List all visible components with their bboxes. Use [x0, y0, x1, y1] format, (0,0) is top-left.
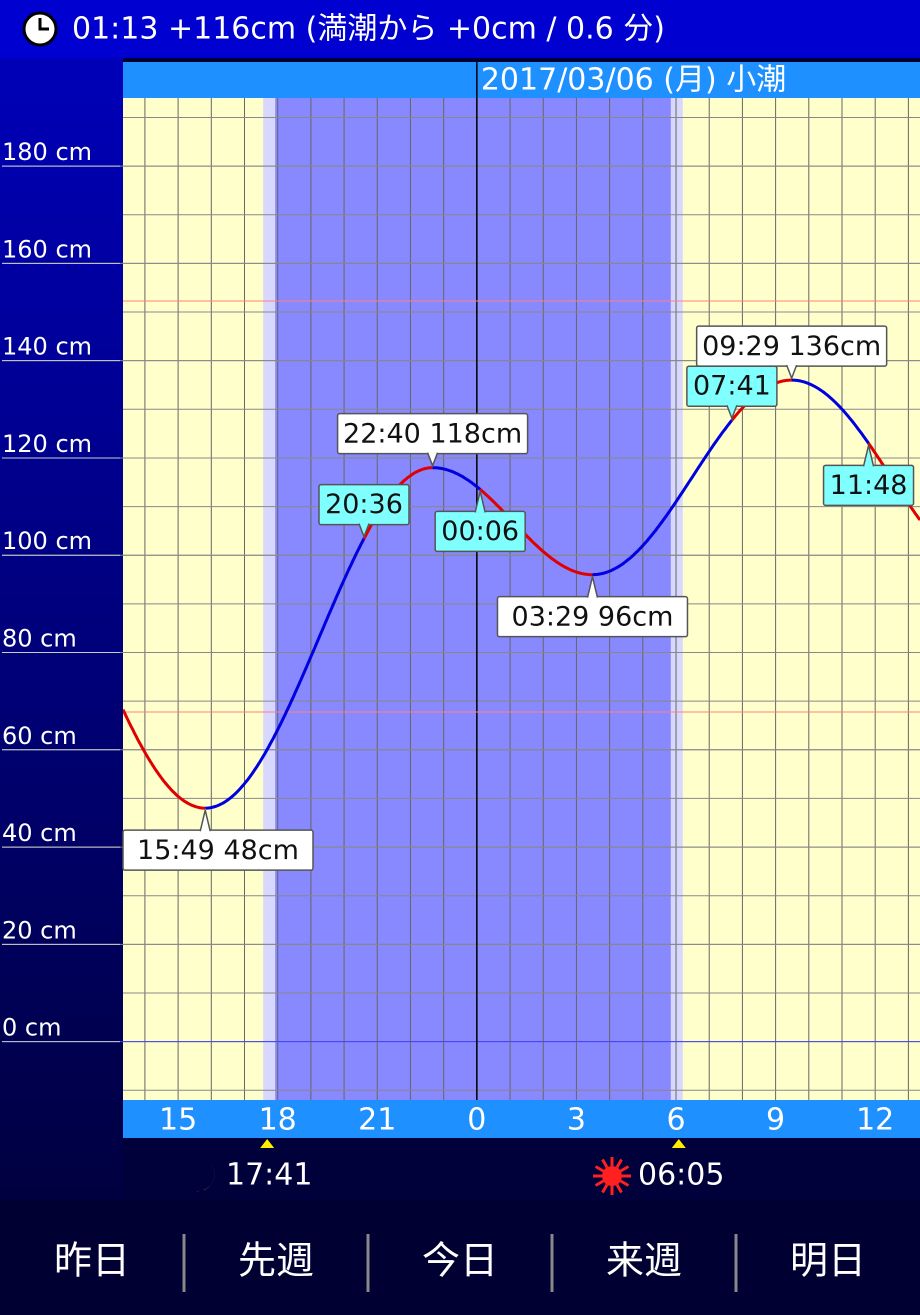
y-tick-label: 180 cm [2, 138, 92, 166]
y-tick-label: 100 cm [2, 527, 92, 555]
y-tick-label: 20 cm [2, 916, 77, 944]
extreme-time: 15:49 [137, 835, 215, 866]
sun-time: 06:05 [638, 1158, 724, 1193]
sun-icon [602, 1166, 622, 1186]
extreme-value-label: 118cm [429, 418, 522, 449]
nav-button[interactable]: 来週 [606, 1239, 682, 1283]
y-tick-label: 140 cm [2, 333, 92, 361]
x-tick-label: 12 [856, 1103, 894, 1138]
marker-label: 07:41 [693, 371, 771, 402]
x-tick-label: 15 [159, 1103, 197, 1138]
extreme-time: 03:29 [512, 601, 590, 632]
x-tick-label: 3 [567, 1103, 586, 1138]
extreme-value-label: 96cm [598, 601, 674, 632]
marker-label: 11:48 [830, 470, 908, 501]
header-text: 01:13 +116cm (満潮から +0cm / 0.6 分) [72, 12, 665, 47]
extreme-label: 22:40 118cm [343, 418, 522, 449]
extreme-label: 15:49 48cm [137, 835, 299, 866]
extreme-time: 22:40 [343, 418, 421, 449]
date-label: 2017/03/06 (月) 小潮 [481, 63, 786, 98]
y-tick-label: 80 cm [2, 625, 77, 653]
marker-label: 00:06 [441, 516, 519, 547]
x-tick-label: 6 [666, 1103, 685, 1138]
y-tick-label: 40 cm [2, 819, 77, 847]
y-tick-label: 160 cm [2, 235, 92, 263]
y-tick-label: 60 cm [2, 722, 77, 750]
nav-button[interactable]: 明日 [790, 1239, 866, 1283]
y-tick-label: 0 cm [2, 1014, 61, 1042]
nav-button[interactable]: 昨日 [54, 1239, 130, 1283]
x-tick-label: 9 [766, 1103, 785, 1138]
extreme-time: 09:29 [702, 331, 780, 362]
nav-button[interactable]: 先週 [238, 1239, 314, 1283]
nav-button[interactable]: 今日 [422, 1239, 498, 1283]
marker-label: 20:36 [325, 489, 403, 520]
moon-time: 17:41 [226, 1158, 312, 1193]
x-tick-label: 18 [259, 1103, 297, 1138]
y-tick-label: 120 cm [2, 430, 92, 458]
extreme-value-label: 136cm [789, 331, 882, 362]
x-tick-label: 21 [358, 1103, 396, 1138]
x-axis-bar [123, 1100, 920, 1138]
x-tick-label: 0 [467, 1103, 486, 1138]
extreme-label: 09:29 136cm [702, 331, 881, 362]
extreme-label: 03:29 96cm [512, 601, 674, 632]
extreme-value-label: 48cm [223, 835, 299, 866]
